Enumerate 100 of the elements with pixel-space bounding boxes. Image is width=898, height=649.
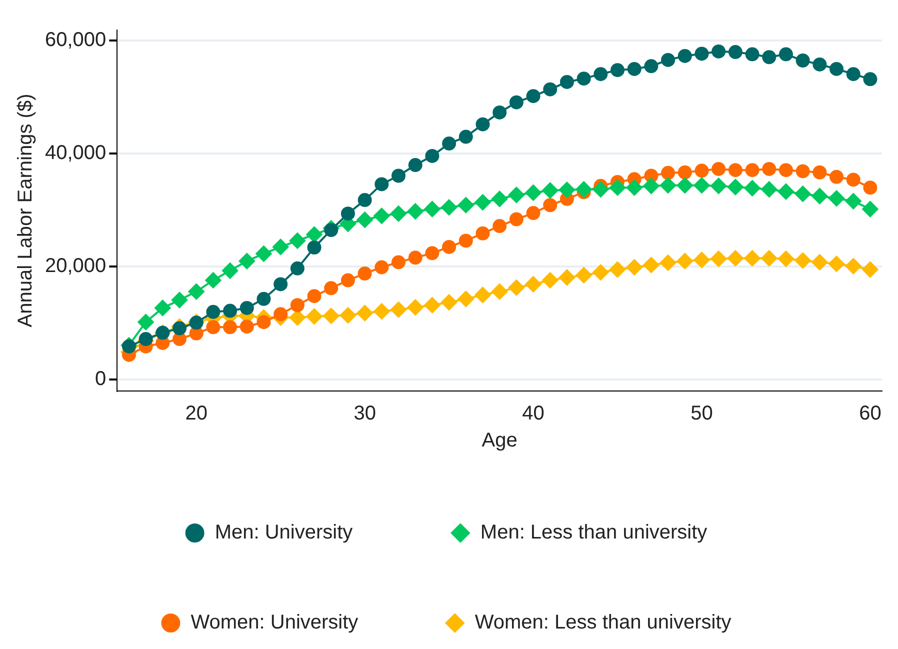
point [340, 273, 355, 288]
point [458, 130, 473, 144]
point [846, 67, 860, 82]
point [508, 186, 524, 203]
point [307, 289, 322, 304]
point [644, 59, 658, 74]
point [323, 308, 340, 324]
y-tick-label: 40,000 [45, 142, 106, 164]
point [441, 294, 458, 310]
point [830, 170, 844, 184]
point [762, 162, 776, 176]
point [794, 252, 811, 268]
point [324, 222, 338, 237]
point [610, 262, 626, 278]
legend-label: Women: University [190, 612, 375, 634]
x-tick-label: 50 [690, 402, 713, 425]
point [576, 181, 592, 198]
point [508, 280, 524, 296]
point [223, 304, 238, 318]
point [812, 254, 828, 270]
point [374, 303, 390, 320]
point [223, 320, 238, 334]
point [862, 262, 878, 278]
point [492, 105, 507, 120]
point [694, 164, 709, 178]
point [863, 180, 878, 195]
point [408, 158, 422, 172]
x-tick-label: 30 [354, 402, 376, 425]
point [476, 117, 490, 132]
point [812, 165, 827, 180]
x-axis-title: Age [482, 430, 518, 452]
point [626, 180, 642, 196]
point [458, 197, 474, 214]
point [256, 292, 271, 306]
point [627, 62, 642, 76]
point [425, 148, 440, 163]
point [474, 194, 491, 210]
x-tick-label: 60 [859, 402, 882, 425]
x-tick-label: 20 [185, 402, 208, 425]
point [356, 305, 373, 322]
point [340, 206, 355, 221]
point [761, 181, 778, 198]
point [424, 201, 440, 218]
point [392, 168, 406, 183]
point [845, 258, 862, 274]
point [863, 72, 878, 86]
point [745, 163, 760, 178]
point [744, 250, 760, 266]
point [138, 314, 154, 330]
point [660, 254, 676, 271]
point [306, 226, 322, 243]
point [676, 177, 693, 194]
point [307, 240, 322, 255]
y-tick-label: 60,000 [45, 29, 106, 52]
point [390, 302, 407, 318]
point [206, 304, 220, 319]
point [710, 250, 727, 267]
point [678, 48, 692, 63]
point [558, 269, 575, 286]
point [643, 257, 660, 274]
point [340, 307, 356, 324]
point [778, 184, 794, 200]
point [172, 292, 188, 308]
point [845, 193, 862, 210]
point [576, 267, 592, 284]
point [407, 203, 424, 220]
point [576, 72, 591, 86]
point [727, 250, 744, 266]
point [610, 63, 625, 78]
point [188, 284, 204, 300]
point [205, 272, 222, 288]
point [290, 261, 304, 276]
point [442, 240, 456, 254]
point [661, 52, 676, 67]
y-tick-label: 20,000 [45, 255, 106, 278]
point [256, 246, 272, 262]
point [240, 300, 254, 315]
point [828, 256, 845, 272]
point [408, 250, 422, 265]
point [694, 46, 709, 61]
point [727, 179, 744, 196]
point [778, 47, 793, 62]
point [238, 253, 255, 270]
point [526, 206, 540, 220]
point [274, 307, 288, 322]
point [240, 320, 254, 334]
point [425, 246, 440, 260]
point [272, 238, 289, 255]
point [660, 177, 676, 194]
y-axis-title: Annual Labor Earnings ($) [14, 94, 37, 328]
point [762, 50, 776, 64]
point [626, 259, 642, 276]
point [289, 232, 306, 249]
point [138, 332, 153, 346]
point [592, 264, 609, 280]
point [122, 339, 136, 354]
point [862, 201, 878, 218]
point [728, 163, 742, 178]
point [356, 212, 373, 228]
point [526, 89, 540, 104]
